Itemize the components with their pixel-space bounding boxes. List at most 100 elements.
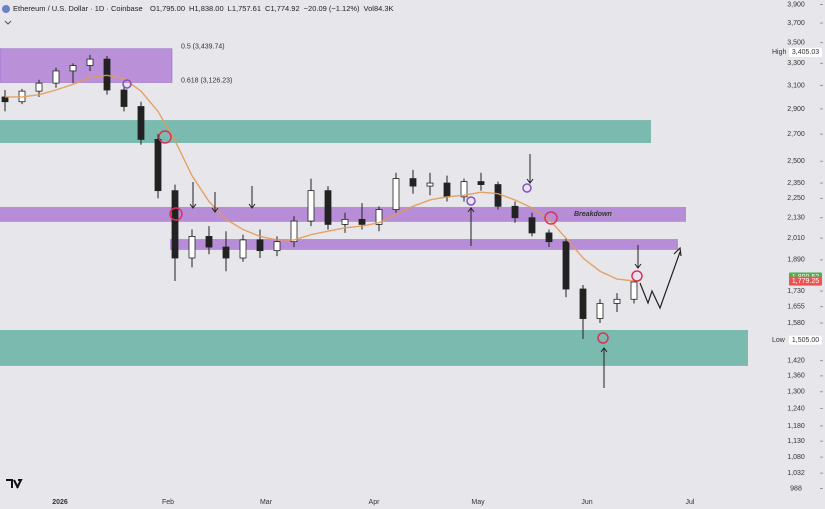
candle-body <box>205 236 213 248</box>
marker <box>158 130 172 144</box>
ohlc-stat: L1,757.61 <box>228 4 261 13</box>
candle-body <box>341 218 349 225</box>
price-tag-name: Low <box>772 337 786 344</box>
candle-body <box>528 217 536 234</box>
marker <box>631 270 643 282</box>
arrow <box>600 347 608 388</box>
candle-body <box>86 58 94 66</box>
y-tick-label: 2,900 <box>787 106 805 113</box>
candle-body <box>188 236 196 259</box>
y-tick-label: 2,700 <box>787 131 805 138</box>
y-tick-label: 1,130 <box>787 438 805 445</box>
y-tick-label: 2,500 <box>787 158 805 165</box>
drawings <box>6 79 682 489</box>
candle-body <box>443 182 451 198</box>
candle-body <box>171 190 179 259</box>
candle-body <box>324 190 332 225</box>
x-tick-label: Jun <box>581 499 592 506</box>
y-tick-label: 1,180 <box>787 423 805 430</box>
y-tick-label: 1,580 <box>787 320 805 327</box>
arrow <box>189 182 197 209</box>
y-tick-label: 3,100 <box>787 82 805 89</box>
candle-body <box>596 303 604 319</box>
fib-label: 0.5 (3,439.74) <box>181 44 225 51</box>
candle-body <box>52 70 60 84</box>
zone <box>170 239 678 250</box>
y-tick-label: 3,500 <box>787 39 805 46</box>
fib-zone <box>0 48 173 83</box>
candle-body <box>103 58 111 91</box>
symbol: Ethereum / U.S. Dollar · 1D · Coinbase <box>13 4 143 13</box>
candle-body <box>154 138 162 192</box>
price-tag-label: 3,405.03 <box>792 49 819 56</box>
y-tick-label: 2,350 <box>787 180 805 187</box>
annotation: Breakdown <box>574 211 612 218</box>
price-tag <box>789 47 822 57</box>
price-tag <box>789 335 822 345</box>
x-tick-label: Jul <box>686 499 695 506</box>
candle-body <box>358 218 366 225</box>
arrow <box>248 186 256 209</box>
candle-body <box>256 239 264 252</box>
candle-body <box>477 181 485 185</box>
x-tick-label: Apr <box>369 499 381 506</box>
marker <box>122 79 132 89</box>
marker <box>544 211 558 225</box>
y-tick-label: 1,240 <box>787 405 805 412</box>
marker <box>522 183 532 193</box>
fib-label: 0.618 (3,126.23) <box>181 77 232 84</box>
candle-body <box>409 178 417 187</box>
candle-body <box>460 181 468 198</box>
zone <box>0 329 748 366</box>
price-axis: 2026 Feb Mar Apr May Jun Jul 3,900 3,700 3,500 3,3… <box>52 1 823 506</box>
candle-body <box>545 232 553 243</box>
y-tick-label: 1,300 <box>787 389 805 396</box>
arrow <box>211 192 219 213</box>
ohlc-stat: C1,774.92 <box>265 4 300 13</box>
candle-body <box>222 246 230 259</box>
y-tick-label: 1,032 <box>787 470 805 477</box>
zone <box>0 120 651 143</box>
ohlc-stat: O1,795.00 <box>150 4 185 13</box>
marker <box>169 207 183 221</box>
candle-body <box>239 239 247 259</box>
price-tag-name: High <box>772 49 787 56</box>
y-tick-label: 3,700 <box>787 20 805 27</box>
ohlc-stat: −20.09 (−1.12%) <box>304 4 360 13</box>
y-tick-label: 1,655 <box>787 304 805 311</box>
projection <box>639 246 682 310</box>
price-tag-label: 1,779.25 <box>792 278 819 285</box>
candle-body <box>392 178 400 210</box>
y-tick-label: 1,730 <box>787 288 805 295</box>
arrow <box>634 245 642 269</box>
y-tick-label: 2,010 <box>787 235 805 242</box>
candle-body <box>35 82 43 92</box>
candle-body <box>307 190 315 222</box>
candle-body <box>630 281 638 300</box>
y-tick-label: 2,130 <box>787 215 805 222</box>
price-tag-label: 1,505.00 <box>792 337 819 344</box>
y-tick-label: 1,420 <box>787 357 805 364</box>
candle-body <box>120 89 128 107</box>
candle-body <box>137 106 145 140</box>
y-tick-label: 3,900 <box>787 1 805 8</box>
candle-body <box>273 241 281 252</box>
y-tick-label: 988 <box>790 485 802 492</box>
y-tick-label: 2,250 <box>787 195 805 202</box>
candle-body <box>579 288 587 319</box>
symbol-icon <box>2 5 10 13</box>
y-tick-label: 1,890 <box>787 257 805 264</box>
candle-body <box>1 96 9 103</box>
plot <box>1 54 638 339</box>
candle-body <box>69 65 77 72</box>
x-tick-label: Mar <box>260 499 273 506</box>
marker <box>597 332 609 344</box>
candle-body <box>613 298 621 304</box>
candle-body <box>290 220 298 243</box>
candle-body <box>375 209 383 225</box>
marker <box>466 196 476 206</box>
candle-body <box>562 241 570 290</box>
x-tick-label: May <box>471 499 485 506</box>
logo <box>6 479 23 489</box>
